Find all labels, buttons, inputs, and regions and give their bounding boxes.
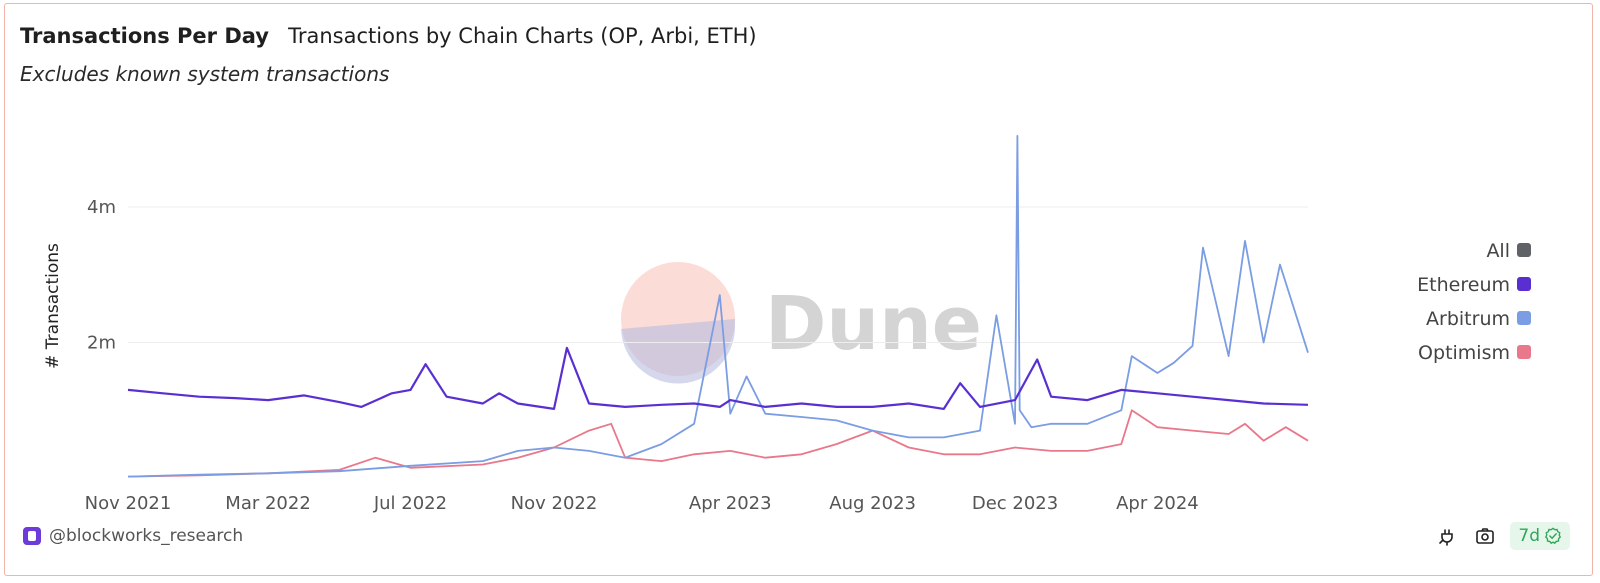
dune-logo-shade <box>621 319 736 384</box>
blockworks-logo-icon <box>23 527 41 545</box>
legend-label-ethereum[interactable]: Ethereum <box>1417 274 1510 296</box>
x-tick-label: Nov 2022 <box>511 493 598 514</box>
gridlines <box>128 206 1308 344</box>
x-tick-label: Aug 2023 <box>829 493 916 514</box>
plug-icon[interactable] <box>1434 523 1460 549</box>
y-tick-label: 2m <box>87 333 116 354</box>
watermark-text: Dune <box>765 281 982 367</box>
dune-watermark: Dune <box>621 262 982 384</box>
legend-swatch-arbitrum[interactable] <box>1517 311 1531 325</box>
author-link[interactable]: @blockworks_research <box>23 526 243 546</box>
author-handle[interactable]: @blockworks_research <box>49 526 244 546</box>
chart-name: Transactions by Chain Charts (OP, Arbi, … <box>288 24 757 48</box>
series-lines <box>127 135 1309 478</box>
x-tick-label: Mar 2022 <box>225 493 311 514</box>
x-tick-label: Jul 2022 <box>373 493 447 514</box>
check-circle-icon <box>1544 527 1562 545</box>
x-tick-label: Nov 2021 <box>85 493 172 514</box>
chart-title: Transactions Per Day <box>20 24 269 48</box>
legend-label-arbitrum[interactable]: Arbitrum <box>1426 308 1510 330</box>
chart-note: Excludes known system transactions <box>20 62 390 86</box>
refresh-badge[interactable]: 7d <box>1510 522 1570 550</box>
series-line-ethereum <box>127 346 1309 410</box>
legend-swatch-optimism[interactable] <box>1517 345 1531 359</box>
footer-actions: 7d <box>1434 522 1570 550</box>
series-line-arbitrum <box>127 135 1309 478</box>
y-tick-label: 4m <box>87 197 116 218</box>
y-axis-ticks: 2m 4m <box>87 197 116 353</box>
x-axis-ticks: Nov 2021 Mar 2022 Jul 2022 Nov 2022 Apr 2023… <box>85 493 1199 514</box>
x-tick-label: Dec 2023 <box>972 493 1058 514</box>
x-tick-label: Apr 2024 <box>1116 493 1199 514</box>
series-line-optimism <box>127 409 1309 478</box>
legend[interactable]: All Ethereum Arbitrum Optimism <box>1417 240 1531 364</box>
legend-swatch-ethereum[interactable] <box>1517 277 1531 291</box>
x-tick-label: Apr 2023 <box>689 493 772 514</box>
y-axis-label: # Transactions <box>43 243 63 369</box>
chart-header: Transactions Per Day Transactions by Cha… <box>20 24 757 48</box>
camera-icon[interactable] <box>1472 523 1498 549</box>
refresh-interval: 7d <box>1518 526 1540 546</box>
legend-label-optimism[interactable]: Optimism <box>1418 342 1510 364</box>
chart-card: Transactions Per Day Transactions by Cha… <box>4 3 1593 576</box>
legend-label-all[interactable]: All <box>1486 240 1510 262</box>
legend-swatch-all[interactable] <box>1517 243 1531 257</box>
